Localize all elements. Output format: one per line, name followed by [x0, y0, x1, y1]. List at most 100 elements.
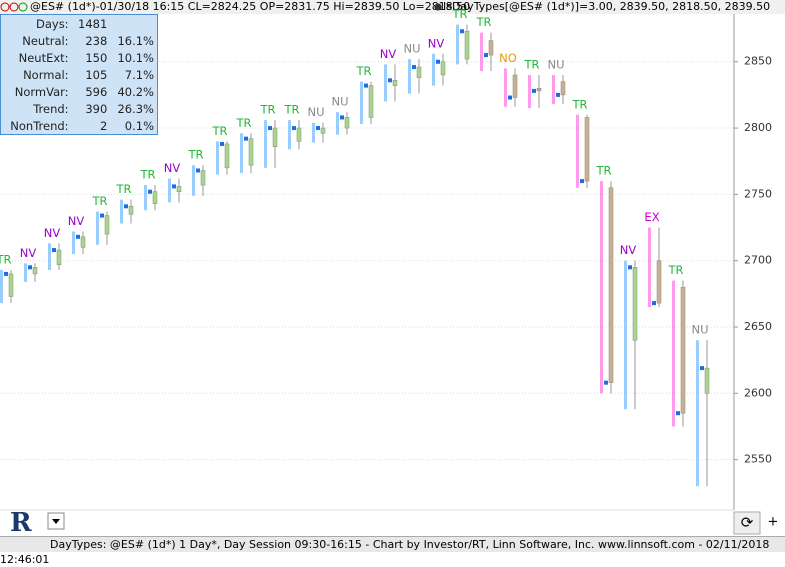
candle-body — [464, 30, 470, 60]
stats-row: NormVar: 596 40.2% — [1, 83, 157, 100]
stats-box: Days: 1481 Neutral: 238 16.1% NeutExt: 150 10.1… — [0, 14, 158, 135]
range-bar — [216, 141, 219, 175]
header-bar — [0, 0, 785, 14]
stats-cell: 16.1% — [117, 33, 154, 48]
range-bar — [168, 178, 171, 203]
close-marker — [100, 213, 104, 218]
refresh-icon: ⟳ — [741, 514, 754, 532]
stats-cell: Neutral: — [22, 33, 69, 48]
day-type-label: TR — [451, 7, 467, 21]
candle-body — [560, 81, 566, 96]
close-marker — [340, 115, 344, 120]
icon — [9, 2, 19, 12]
candle-body — [344, 117, 350, 129]
range-bar — [72, 231, 75, 255]
range-bar — [552, 75, 555, 105]
range-bar — [384, 64, 387, 102]
zoom-button[interactable]: + — [768, 515, 779, 530]
close-marker — [76, 234, 80, 239]
stats-cell: 0.1% — [124, 118, 154, 133]
range-bar — [144, 185, 147, 211]
close-marker — [172, 184, 176, 189]
close-marker — [460, 29, 464, 34]
stats-cell: Normal: — [23, 67, 69, 82]
day-type-label: NU — [691, 323, 708, 337]
close-marker — [148, 189, 152, 194]
day-type-label: EX — [644, 210, 659, 224]
stats-cell: 1481 — [78, 16, 108, 31]
range-bar — [192, 165, 195, 196]
status-bar: DayTypes: @ES# (1d*) 1 Day*, Day Session… — [0, 536, 785, 566]
stats-cell: 7.1% — [124, 67, 154, 82]
icon — [18, 2, 28, 12]
range-bar — [336, 112, 339, 135]
stats-row: Neutral: 238 16.1% — [1, 32, 157, 49]
day-type-label: TR — [475, 15, 491, 29]
stats-cell: 10.1% — [117, 50, 154, 65]
candle-body — [536, 88, 542, 92]
candle-body — [176, 186, 182, 192]
stats-cell: 150 — [85, 50, 108, 65]
range-bar — [240, 133, 243, 174]
range-bar — [624, 260, 627, 410]
candle-body — [248, 138, 254, 166]
day-type-label: NV — [164, 161, 181, 175]
range-bar — [312, 122, 315, 143]
range-bar — [600, 181, 603, 394]
range-bar — [264, 120, 267, 168]
candle-body — [680, 286, 686, 414]
stats-cell: Trend: — [33, 101, 69, 116]
close-marker — [316, 126, 320, 131]
close-marker — [532, 88, 536, 93]
icon — [434, 3, 442, 11]
candle-body — [704, 367, 710, 394]
candle-body — [632, 267, 638, 341]
day-type-label: NU — [331, 95, 348, 109]
close-marker — [388, 78, 392, 83]
close-marker — [412, 65, 416, 70]
candle-body — [32, 267, 38, 275]
candle-body — [584, 117, 590, 182]
range-bar — [648, 227, 651, 308]
y-tick-label: 2750 — [744, 187, 772, 200]
candle-body — [512, 74, 518, 98]
stats-row: Normal: 105 7.1% — [1, 66, 157, 83]
close-marker — [4, 271, 8, 276]
chart: @ES# (1d*)-01/30/18 16:15 CL=2824.25 OP=… — [0, 0, 785, 538]
logo-r: R — [10, 508, 32, 538]
logo — [0, 512, 44, 536]
range-bar — [528, 75, 531, 109]
candle-body — [608, 187, 614, 383]
refresh-button[interactable] — [733, 511, 761, 535]
day-type-label: TR — [283, 103, 299, 117]
day-type-label: TR — [667, 263, 683, 277]
stats-row: Trend: 390 26.3% — [1, 100, 157, 117]
day-type-label: TR — [115, 182, 131, 196]
day-type-label: TR — [0, 252, 12, 266]
stats-cell: NormVar: — [14, 84, 69, 99]
stats-cell: 390 — [85, 101, 108, 116]
candle-body — [104, 215, 110, 235]
range-bar — [480, 32, 483, 72]
close-marker — [508, 95, 512, 100]
range-bar — [504, 68, 507, 107]
day-type-label: NV — [68, 214, 85, 228]
day-type-label: TR — [211, 124, 227, 138]
day-type-label: TR — [355, 64, 371, 78]
day-type-label: TR — [571, 97, 587, 111]
day-type-label: NV — [380, 47, 397, 61]
candle-body — [224, 143, 230, 169]
candle-body — [200, 170, 206, 186]
close-marker — [244, 136, 248, 141]
candle-body — [8, 273, 14, 297]
header-text: @ES# (1d*)-01/30/18 16:15 CL=2824.25 OP=… — [30, 0, 470, 13]
indicator-text: IsDayTypes[@ES# (1d*)]=3.00, 2839.50, 28… — [443, 0, 770, 13]
day-type-label: NV — [20, 246, 37, 260]
range-bar — [0, 269, 3, 304]
stats-cell: 105 — [85, 67, 108, 82]
close-marker — [628, 265, 632, 270]
range-bar — [120, 199, 123, 224]
candle-body — [80, 236, 86, 248]
day-type-label: TR — [259, 103, 275, 117]
